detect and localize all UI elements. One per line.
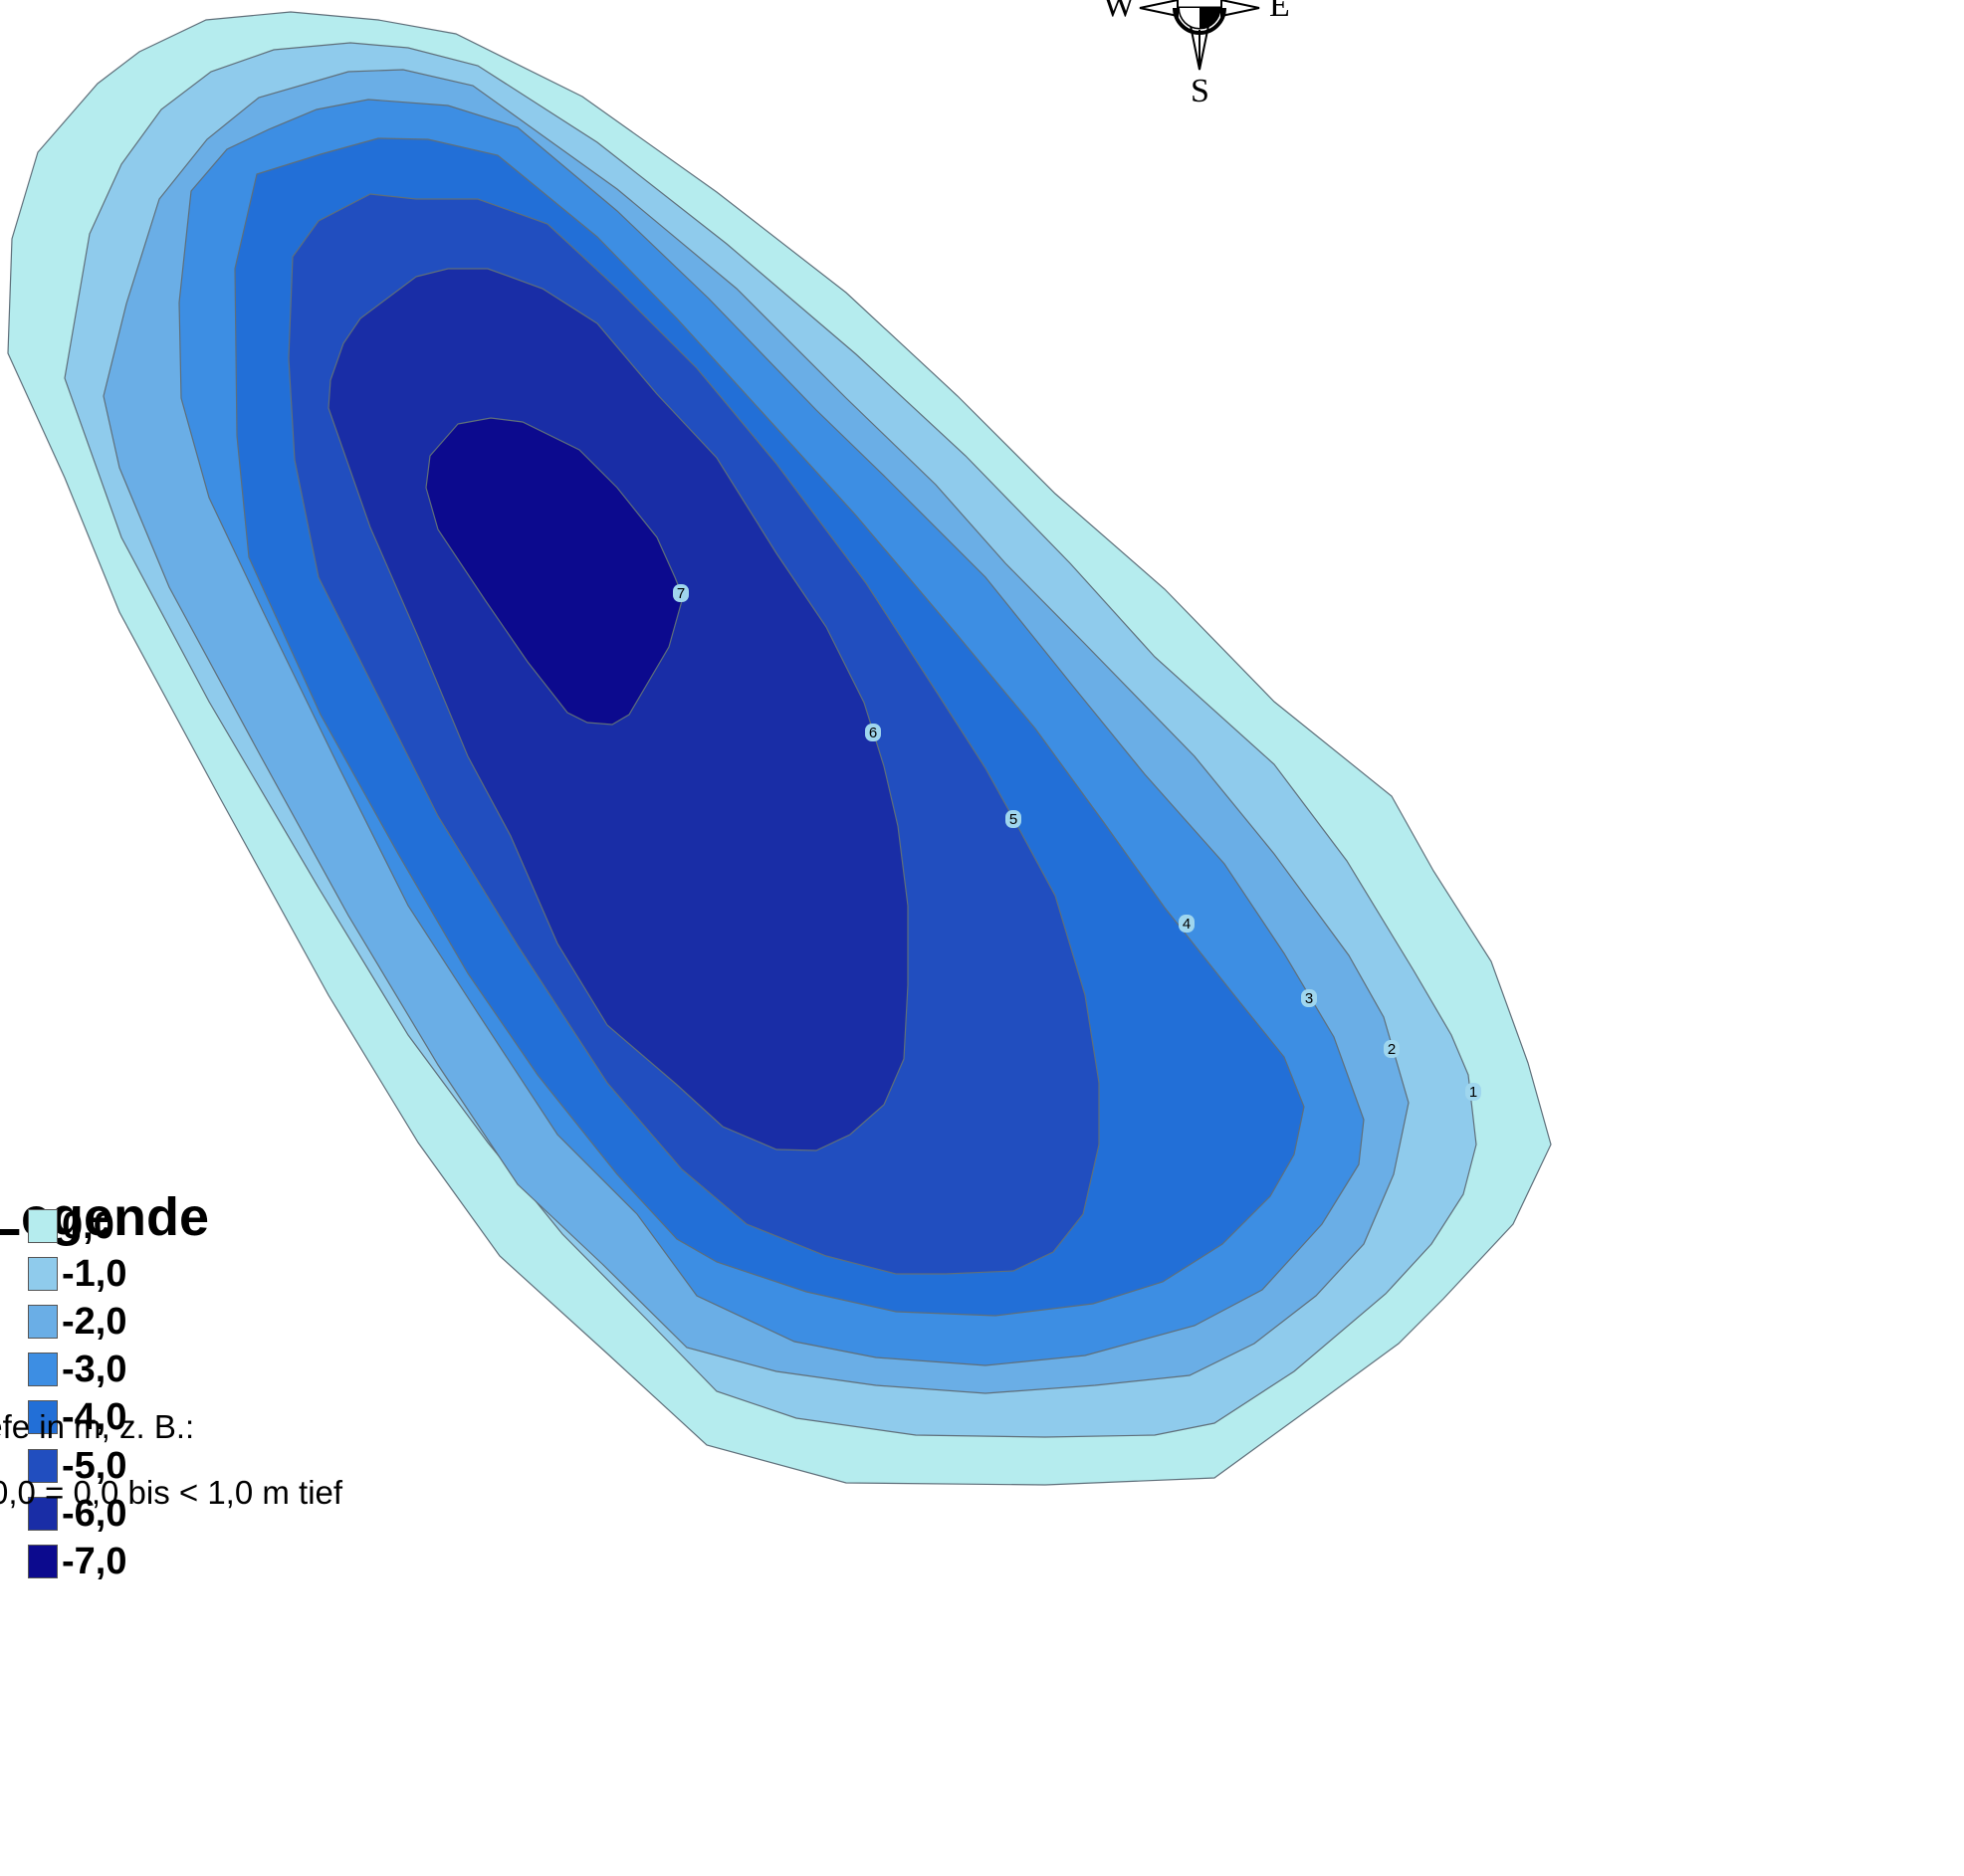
legend-label: -5,0 xyxy=(62,1444,127,1487)
legend-swatch xyxy=(28,1400,58,1434)
legend-item: -6,0 xyxy=(28,1492,126,1536)
legend-label: -3,0 xyxy=(62,1348,127,1390)
contour-label: 5 xyxy=(1005,810,1021,828)
legend-item: -2,0 xyxy=(28,1300,126,1344)
legend-label: 0,0 xyxy=(62,1204,114,1247)
legend-label: -6,0 xyxy=(62,1492,127,1535)
contour-label: 6 xyxy=(865,724,881,741)
compass-east-label: E xyxy=(1269,0,1290,24)
contour-label: 4 xyxy=(1179,915,1195,933)
contour-label-halo xyxy=(1301,989,1317,1007)
depth-note-line1: Tiefe in m, z. B.: xyxy=(0,1408,195,1445)
depth-note-line2: 0,0 = 0,0 bis < 1,0 m tief xyxy=(0,1474,343,1511)
contour-label-text: 4 xyxy=(1183,916,1191,933)
contour-label-text: 6 xyxy=(869,725,877,741)
compass-south-label: S xyxy=(1191,73,1209,109)
legend-label: -1,0 xyxy=(62,1252,127,1295)
contour-label-halo xyxy=(865,724,881,741)
legend-label: -2,0 xyxy=(62,1300,127,1343)
contour-label: 7 xyxy=(673,584,689,602)
legend-item: -5,0 xyxy=(28,1444,126,1488)
depth-zones xyxy=(7,11,1552,1486)
legend-item: -7,0 xyxy=(28,1540,126,1583)
legend-swatch xyxy=(28,1545,58,1578)
contour-label-halo xyxy=(1384,1040,1400,1058)
contour-label-halo xyxy=(1005,810,1021,828)
legend-item: -4,0 xyxy=(28,1395,126,1439)
legend-swatch xyxy=(28,1257,58,1291)
legend-swatch xyxy=(28,1209,58,1243)
contour-labels: 1 2 3 4 5 6 7 xyxy=(673,584,1481,1101)
contour-label-halo xyxy=(1179,915,1195,933)
compass-west-label: W xyxy=(1103,0,1136,24)
contour-label-text: 5 xyxy=(1009,811,1017,828)
depth-zone-7 xyxy=(425,417,684,726)
legend-label: -4,0 xyxy=(62,1395,127,1438)
legend-swatch xyxy=(28,1449,58,1483)
contour-label-halo xyxy=(673,584,689,602)
legend-label: -7,0 xyxy=(62,1540,127,1582)
legend-item: -3,0 xyxy=(28,1348,126,1391)
contour-label: 1 xyxy=(1465,1083,1481,1101)
contour-label-halo xyxy=(1465,1083,1481,1101)
contour-label-text: 1 xyxy=(1469,1084,1477,1101)
contour-label: 2 xyxy=(1384,1040,1400,1058)
contour-label-text: 7 xyxy=(677,585,685,602)
legend-swatch xyxy=(28,1305,58,1339)
contour-label: 3 xyxy=(1301,989,1317,1007)
legend-swatch xyxy=(28,1353,58,1386)
contour-label-text: 2 xyxy=(1388,1041,1396,1058)
legend-item: 0,0 xyxy=(28,1204,114,1248)
legend-item: -1,0 xyxy=(28,1252,126,1296)
compass-rose-icon: W E S xyxy=(1103,0,1290,109)
legend-swatch xyxy=(28,1497,58,1531)
contour-label-text: 3 xyxy=(1305,990,1313,1007)
